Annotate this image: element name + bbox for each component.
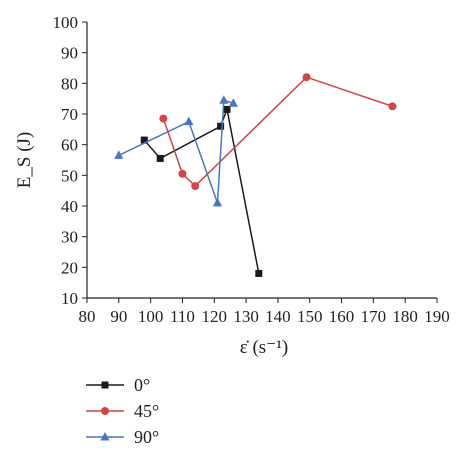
data-point	[212, 197, 223, 207]
x-tick-label: 150	[297, 307, 323, 326]
series-line	[162, 76, 393, 188]
data-point	[255, 269, 263, 277]
y-ticks: 10 20 30 40 50 60 70 80 90 100	[53, 13, 87, 308]
x-tick-label: 190	[424, 307, 450, 326]
series-line	[118, 99, 234, 204]
series-line	[143, 106, 260, 274]
y-tick-label: 60	[61, 136, 78, 155]
data-point	[223, 105, 231, 113]
x-tick-label: 130	[233, 307, 259, 326]
series-layer	[114, 73, 397, 277]
x-tick-label: 80	[79, 307, 96, 326]
x-tick-label: 140	[265, 307, 291, 326]
data-point	[388, 102, 397, 111]
data-point	[302, 73, 311, 82]
data-point	[156, 154, 164, 162]
y-tick-label: 100	[53, 13, 79, 32]
y-tick-label: 70	[61, 105, 78, 124]
series-1	[159, 73, 397, 191]
x-tick-label: 170	[361, 307, 387, 326]
x-ticks: 80 90 100 110 120 130 140 150 160 170 180 190	[79, 298, 450, 326]
axes	[86, 22, 437, 299]
legend-label: 90°	[134, 427, 159, 447]
legend: 0° 45° 90°	[86, 375, 159, 447]
y-tick-label: 90	[61, 44, 78, 63]
y-tick-label: 30	[61, 228, 78, 247]
series-2	[114, 95, 238, 207]
data-point	[219, 95, 229, 104]
legend-marker	[101, 407, 109, 415]
legend-item: 90°	[86, 427, 159, 447]
data-point	[140, 136, 148, 144]
legend-label: 45°	[134, 401, 159, 421]
x-tick-label: 100	[138, 307, 164, 326]
x-axis-title: ε̇ (s⁻¹)	[240, 337, 289, 358]
legend-marker	[101, 381, 109, 389]
series-0	[140, 105, 263, 277]
data-point	[184, 116, 194, 126]
x-tick-label: 110	[170, 307, 195, 326]
data-point	[114, 150, 124, 159]
legend-label: 0°	[134, 375, 150, 395]
data-point	[217, 122, 225, 130]
y-tick-label: 40	[61, 197, 78, 216]
y-axis-title: E_S (J)	[14, 132, 35, 188]
data-point	[228, 98, 238, 107]
y-tick-label: 80	[61, 74, 78, 93]
x-tick-label: 180	[392, 307, 418, 326]
y-tick-label: 50	[61, 166, 78, 185]
x-tick-label: 160	[329, 307, 355, 326]
legend-marker	[100, 432, 110, 441]
x-tick-label: 120	[202, 307, 228, 326]
legend-item: 45°	[86, 401, 159, 421]
data-point	[159, 114, 168, 123]
data-point	[191, 182, 200, 191]
data-point	[178, 169, 187, 178]
y-tick-label: 10	[61, 289, 78, 308]
x-tick-label: 90	[110, 307, 127, 326]
y-tick-label: 20	[61, 258, 78, 277]
legend-item: 0°	[86, 375, 150, 395]
